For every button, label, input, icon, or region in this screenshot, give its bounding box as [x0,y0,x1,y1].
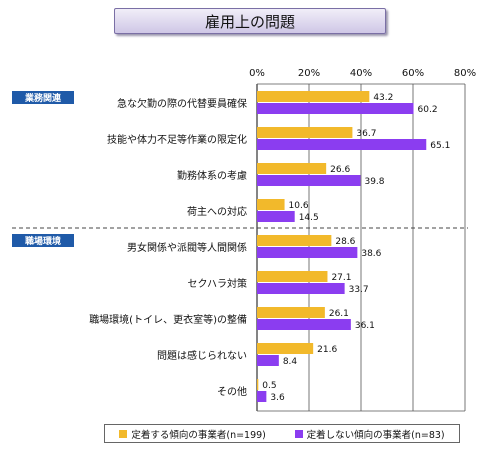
value-label-unstable: 38.6 [361,249,381,259]
x-tick-label: 20% [298,68,320,79]
bar-stable [257,379,259,390]
value-label-unstable: 65.1 [430,141,450,151]
category-label: 急な欠勤の際の代替要員確保 [117,97,247,110]
bar-unstable [257,139,427,150]
category-label: 勤務体系の考慮 [177,169,247,182]
bar-unstable [257,175,361,186]
value-label-unstable: 39.8 [364,177,384,187]
bar-unstable [257,391,267,402]
bar-stable [257,163,327,174]
bar-stable [257,343,314,354]
legend-swatch-stable [119,429,128,438]
bar-unstable [257,211,295,222]
category-label: セクハラ対策 [188,277,248,290]
category-label: 職場環境(トイレ、更衣室等)の整備 [89,313,247,326]
bar-unstable [257,247,358,258]
value-label-unstable: 36.1 [355,321,375,331]
section-label-work: 業務関連 [12,91,74,104]
value-label-stable: 26.1 [329,309,349,319]
x-tick-label: 60% [402,68,424,79]
bar-stable [257,307,325,318]
value-label-stable: 28.6 [335,237,355,247]
value-label-unstable: 8.4 [283,357,298,367]
legend-label-stable: 定着する傾向の事業者(n=199) [131,429,266,441]
x-tick-label: 40% [350,68,372,79]
value-label-unstable: 60.2 [418,105,438,115]
x-tick-label: 80% [454,68,476,79]
category-label: 男女関係や派閥等人間関係 [127,241,247,254]
bar-unstable [257,355,279,366]
legend-label-unstable: 定着しない傾向の事業者(n=83) [306,429,445,441]
bar-unstable [257,103,414,114]
category-label: その他 [217,385,247,398]
value-label-unstable: 33.7 [349,285,369,295]
legend: 定着する傾向の事業者(n=199) 定着しない傾向の事業者(n=83) [104,424,460,443]
category-label: 荷主への対応 [187,205,247,218]
bar-unstable [257,319,351,330]
value-label-stable: 27.1 [331,273,351,283]
bar-stable [257,235,332,246]
chart-title: 雇用上の問題 [114,8,386,34]
value-label-stable: 21.6 [317,345,337,355]
legend-swatch-unstable [294,429,303,438]
value-label-stable: 26.6 [330,165,350,175]
bar-stable [257,271,328,282]
value-label-stable: 36.7 [356,129,376,139]
bar-stable [257,127,353,138]
value-label-stable: 0.5 [262,381,276,391]
bar-unstable [257,283,345,294]
x-tick-label: 0% [249,68,265,79]
category-label: 技能や体力不足等作業の限定化 [107,133,247,146]
bar-stable [257,91,370,102]
value-label-stable: 10.6 [289,201,309,211]
legend-item-stable: 定着する傾向の事業者(n=199) [119,427,266,441]
category-label: 問題は感じられない [157,349,247,362]
value-label-unstable: 14.5 [299,213,319,223]
legend-item-unstable: 定着しない傾向の事業者(n=83) [294,427,445,441]
value-label-unstable: 3.6 [270,393,285,403]
bar-stable [257,199,285,210]
value-label-stable: 43.2 [373,93,393,103]
section-label-environment: 職場環境 [12,234,74,247]
